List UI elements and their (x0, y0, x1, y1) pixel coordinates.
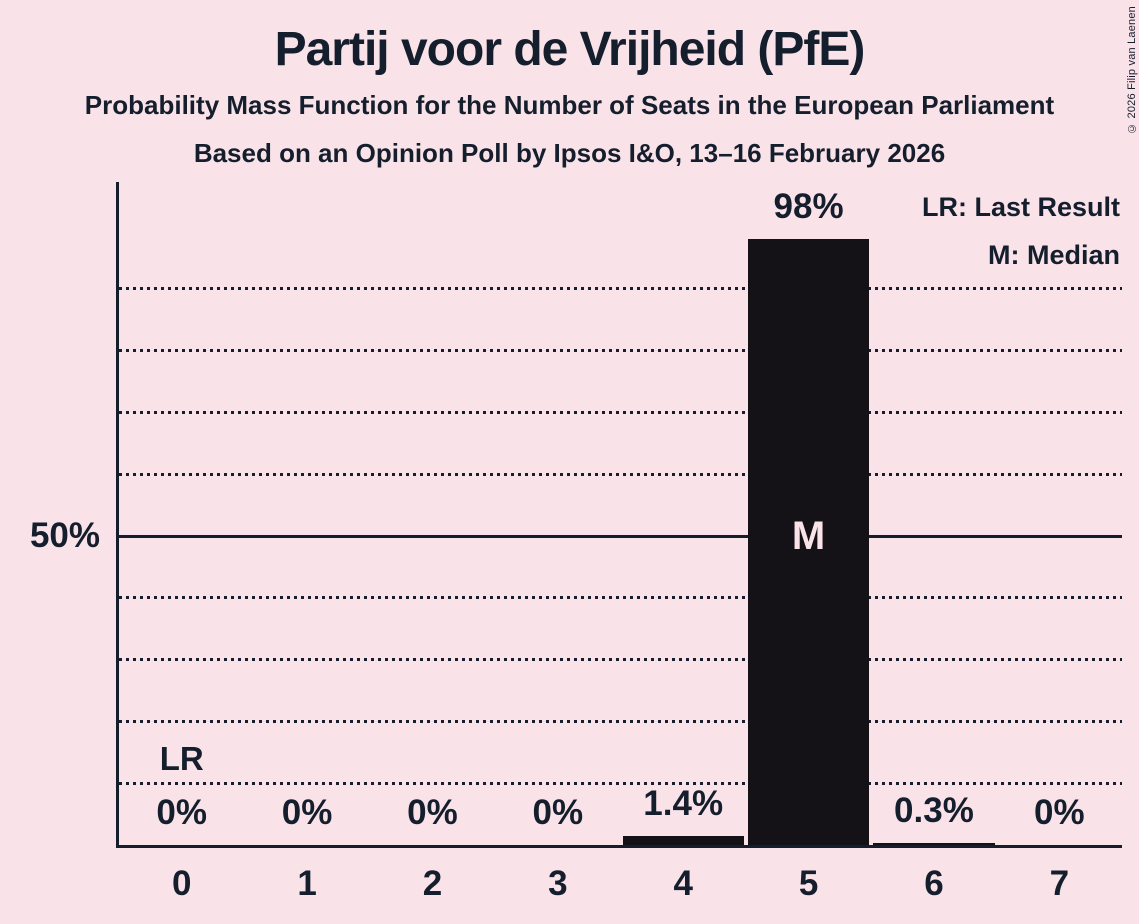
bar-seat-4 (622, 836, 744, 845)
bar-seat-5 (747, 239, 870, 845)
chart-poll-info: Based on an Opinion Poll by Ipsos I&O, 1… (193, 138, 946, 168)
value-label-seat-0: 0% (156, 793, 207, 832)
x-label-seat-4: 4 (673, 864, 693, 903)
median-marker: M (791, 514, 826, 558)
gridline-dotted-30 (119, 658, 1122, 662)
last-result-marker: LR (159, 740, 204, 777)
gridline-dotted-80 (119, 349, 1122, 353)
x-axis-labels: 0 1 2 3 4 5 6 7 (119, 864, 1122, 904)
legend-last-result: LR: Last Result (921, 192, 1120, 222)
x-label-seat-2: 2 (422, 864, 443, 903)
value-label-seat-6: 0.3% (894, 791, 974, 831)
gridline-dotted-90 (119, 287, 1122, 291)
x-label-seat-7: 7 (1049, 864, 1070, 903)
legend: LR: Last Result M: Median (922, 183, 1120, 279)
value-label-seat-7: 0% (1034, 793, 1085, 832)
value-label-seat-5: 98% (773, 187, 844, 227)
copyright: © 2026 Filip van Laenen (1126, 6, 1138, 134)
x-label-seat-1: 1 (297, 864, 317, 903)
gridline-dotted-70 (119, 410, 1122, 414)
gridline-dotted-10 (119, 781, 1122, 785)
value-label-seat-3: 0% (532, 793, 584, 832)
bar-seat-6 (873, 843, 995, 845)
x-label-seat-6: 6 (924, 864, 944, 903)
value-label-seat-4: 1.4% (643, 784, 724, 824)
gridline-dotted-40 (119, 596, 1122, 600)
chart-subtitle: Probability Mass Function for the Number… (84, 90, 1055, 120)
x-label-seat-0: 0 (171, 864, 192, 903)
value-label-seat-1: 0% (281, 793, 333, 832)
legend-median: M: Median (988, 240, 1120, 270)
plot-area: 0% 0% 0% 0% 1.4% 98% 0.3% 0% M LR (116, 182, 1122, 848)
gridline-dotted-60 (119, 472, 1122, 476)
value-label-seat-2: 0% (407, 793, 458, 832)
x-label-seat-3: 3 (548, 864, 568, 903)
y-axis-tick-50: 50% (29, 516, 100, 555)
x-label-seat-5: 5 (798, 864, 819, 903)
gridline-dotted-20 (119, 719, 1122, 723)
gridline-solid-50 (119, 534, 1122, 538)
chart-title: Partij voor de Vrijheid (PfE) (274, 23, 866, 76)
